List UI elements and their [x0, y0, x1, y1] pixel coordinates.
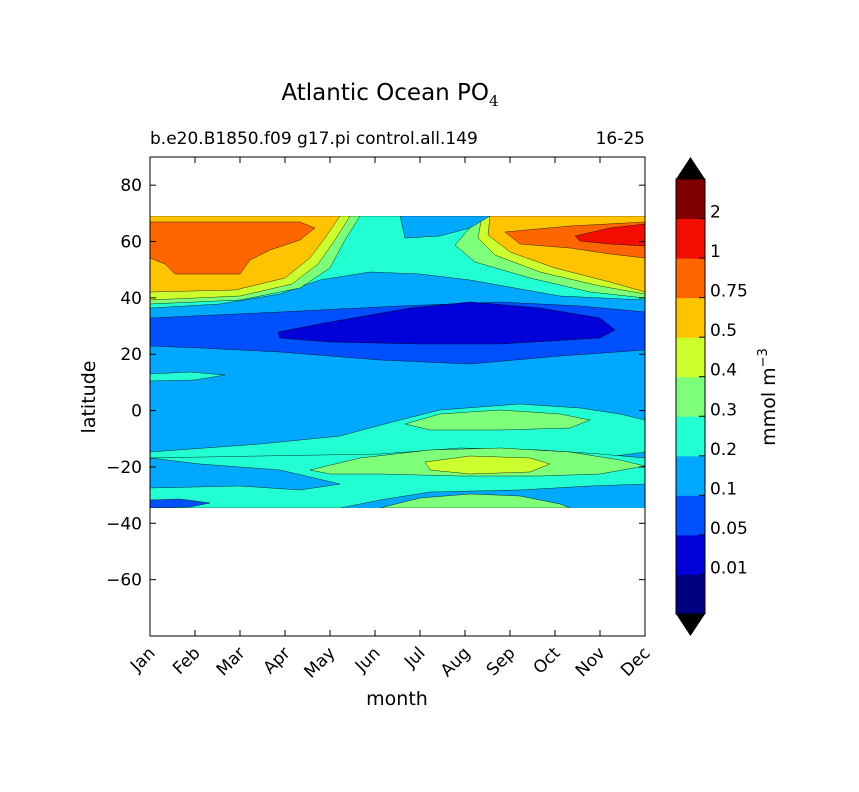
y-axis: 80 60 40 20 0 −20 −40 −60	[106, 176, 645, 591]
colorbar-segment	[676, 258, 705, 299]
colorbar-segment	[676, 218, 705, 259]
y-tick-label: 60	[120, 233, 142, 253]
colorbar-segment	[676, 297, 705, 338]
colorbar-tick-label: 0.5	[710, 321, 737, 341]
colorbar-extend-max	[676, 157, 705, 179]
colorbar-tick-label: 0.75	[710, 282, 748, 302]
subtitle-left: b.e20.B1850.f09 g17.pi control.all.149	[150, 129, 478, 149]
subtitle-right: 16-25	[596, 129, 645, 149]
contour-band-0.05-0.1-south	[150, 498, 211, 508]
plot-frame	[149, 156, 646, 637]
x-tick-label: Aug	[437, 643, 475, 681]
chart-title-subscript: 4	[489, 92, 499, 110]
contour-band-0.01-0.05-mid	[277, 301, 616, 345]
contour-band-0.1-0.2-jul	[399, 216, 491, 239]
colorbar-tick-label: 0.4	[710, 361, 737, 381]
y-tick-label: −20	[106, 458, 142, 478]
x-tick-label: May	[301, 643, 340, 682]
chart-title: Atlantic Ocean PO4	[281, 80, 498, 110]
x-tick-label: Mar	[213, 643, 250, 680]
y-tick-label: −40	[106, 514, 142, 534]
x-tick-label: Oct	[530, 643, 565, 678]
colorbar-tick-label: 0.01	[710, 558, 748, 578]
contour-band-1-2-north	[574, 223, 645, 247]
x-tick-label: Jul	[400, 643, 429, 672]
colorbar-tick-label: 0.05	[710, 519, 748, 539]
contour-band-0.3-0.4-south-bottom	[379, 493, 571, 508]
colorbar-segment	[676, 376, 705, 417]
contour-band-0.3-0.4-eq	[404, 409, 591, 431]
x-tick-label: Nov	[572, 643, 610, 681]
colorbar-tick-label: 2	[710, 203, 721, 223]
colorbar-segment	[676, 455, 705, 496]
colorbar-tick-label: 0.1	[710, 479, 737, 499]
colorbar-segment	[676, 179, 705, 220]
colorbar-tick-label: 1	[710, 242, 721, 262]
colorbar-segment	[676, 495, 705, 536]
colorbar-extend-min	[676, 614, 705, 636]
contour-area	[150, 216, 645, 508]
colorbar-tick-label: 0.2	[710, 440, 737, 460]
colorbar-segment	[676, 534, 705, 575]
colorbar-segment	[676, 337, 705, 378]
colorbar-segment	[676, 574, 705, 615]
colorbar: 0.01 0.05 0.1 0.2 0.3 0.4 0.5 0.75 1 2	[675, 157, 748, 636]
x-axis-label: month	[366, 688, 428, 710]
colorbar-frame	[675, 178, 706, 615]
colorbar-label: mmol m−3	[756, 348, 780, 446]
contour-band-0.4-0.5-south	[424, 455, 551, 475]
contour-band-0.2-0.3-eq-small	[150, 371, 226, 382]
colorbar-segment	[676, 416, 705, 457]
contour-band-0.75-1-north	[150, 221, 645, 275]
y-tick-label: 20	[120, 345, 142, 365]
x-tick-label: Apr	[260, 643, 295, 678]
colorbar-label-superscript: −3	[756, 348, 771, 367]
y-axis-label: latitude	[78, 361, 100, 434]
x-tick-label: Jan	[126, 643, 159, 676]
y-tick-label: −60	[106, 571, 142, 591]
colorbar-tick-label: 0.3	[710, 400, 737, 420]
x-tick-label: Feb	[169, 643, 204, 678]
y-tick-label: 40	[120, 289, 142, 309]
y-tick-label: 0	[131, 402, 142, 422]
x-tick-label: Jun	[351, 643, 385, 677]
y-tick-label: 80	[120, 176, 142, 196]
x-tick-label: Dec	[617, 643, 654, 680]
x-tick-label: Sep	[483, 643, 520, 680]
